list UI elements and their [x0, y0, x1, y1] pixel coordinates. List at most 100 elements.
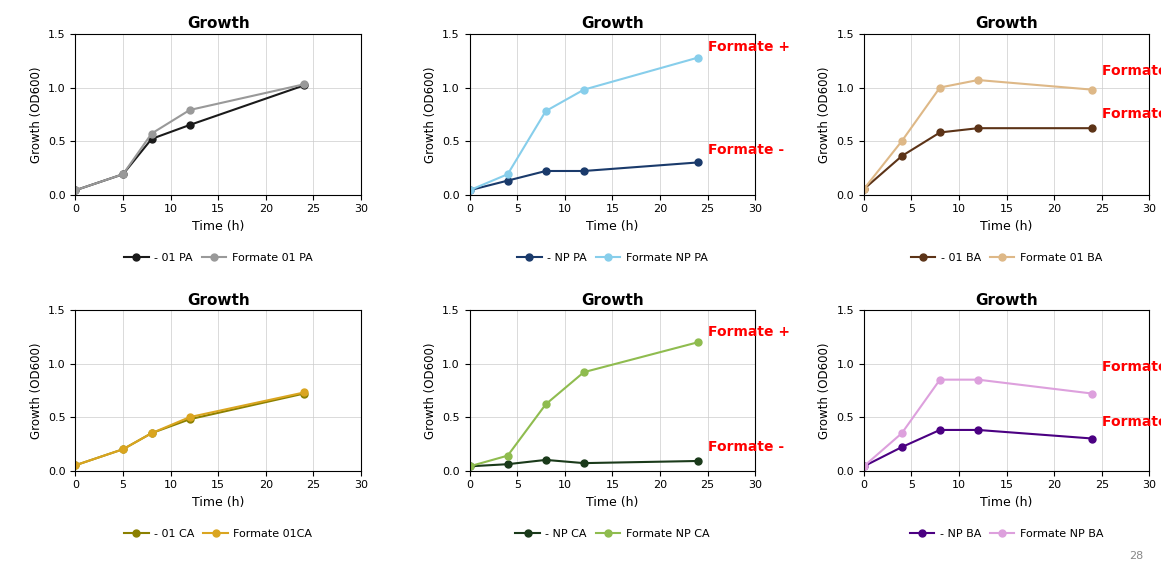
Y-axis label: Growth (OD600): Growth (OD600)	[817, 342, 831, 439]
- NP PA	[691, 159, 705, 166]
Legend: - 01 CA, Formate 01CA: - 01 CA, Formate 01CA	[120, 524, 317, 543]
Formate NP CA	[691, 339, 705, 346]
Line: Formate NP PA: Formate NP PA	[467, 54, 701, 194]
- 01 PA	[68, 187, 82, 194]
Text: Formate -: Formate -	[708, 440, 784, 454]
Formate NP CA	[539, 401, 553, 408]
Line: - 01 PA: - 01 PA	[72, 82, 308, 194]
- 01 PA	[145, 136, 159, 142]
Title: Growth: Growth	[975, 16, 1038, 31]
Text: Formate +: Formate +	[1102, 65, 1161, 78]
Formate NP BA	[1086, 390, 1099, 397]
- 01 PA	[116, 171, 130, 177]
Line: - NP PA: - NP PA	[467, 159, 701, 194]
Y-axis label: Growth (OD600): Growth (OD600)	[424, 66, 437, 163]
Formate NP PA	[500, 171, 514, 177]
- NP PA	[539, 168, 553, 175]
Text: Formate +: Formate +	[708, 40, 789, 54]
Line: - 01 CA: - 01 CA	[72, 390, 308, 469]
Y-axis label: Growth (OD600): Growth (OD600)	[424, 342, 437, 439]
Formate NP BA	[895, 430, 909, 437]
Formate 01 BA	[857, 186, 871, 193]
Formate NP BA	[933, 376, 947, 383]
Formate NP BA	[857, 463, 871, 469]
Formate NP CA	[500, 452, 514, 459]
Formate 01CA	[68, 462, 82, 469]
Formate 01CA	[297, 389, 311, 396]
- 01 BA	[857, 186, 871, 193]
- NP CA	[462, 463, 476, 469]
Formate 01CA	[145, 430, 159, 437]
Legend: - 01 PA, Formate 01 PA: - 01 PA, Formate 01 PA	[120, 248, 317, 267]
- NP BA	[895, 443, 909, 450]
- 01 BA	[895, 153, 909, 159]
- 01 BA	[1086, 125, 1099, 132]
Formate 01CA	[116, 446, 130, 452]
- 01 CA	[182, 416, 196, 422]
Formate 01 BA	[933, 84, 947, 91]
Title: Growth: Growth	[580, 293, 644, 307]
Line: Formate 01 PA: Formate 01 PA	[72, 81, 308, 194]
- NP CA	[500, 461, 514, 468]
Title: Growth: Growth	[187, 293, 250, 307]
Line: Formate 01CA: Formate 01CA	[72, 389, 308, 469]
Formate NP CA	[462, 463, 476, 469]
X-axis label: Time (h): Time (h)	[192, 220, 245, 233]
Formate NP PA	[462, 187, 476, 194]
Text: 28: 28	[1130, 551, 1144, 561]
- 01 PA	[182, 121, 196, 128]
Y-axis label: Growth (OD600): Growth (OD600)	[29, 342, 43, 439]
Title: Growth: Growth	[580, 16, 644, 31]
- NP CA	[691, 458, 705, 464]
Y-axis label: Growth (OD600): Growth (OD600)	[29, 66, 43, 163]
Legend: - NP BA, Formate NP BA: - NP BA, Formate NP BA	[906, 524, 1108, 543]
Formate 01 PA	[297, 81, 311, 88]
- NP PA	[577, 168, 591, 175]
Formate NP PA	[577, 86, 591, 93]
- 01 CA	[116, 446, 130, 452]
- 01 CA	[145, 430, 159, 437]
Line: Formate NP BA: Formate NP BA	[860, 376, 1096, 470]
- NP BA	[971, 426, 985, 433]
Formate 01 PA	[68, 187, 82, 194]
Line: Formate 01 BA: Formate 01 BA	[860, 77, 1096, 193]
X-axis label: Time (h): Time (h)	[586, 220, 639, 233]
- 01 BA	[971, 125, 985, 132]
- 01 CA	[297, 390, 311, 397]
Text: Formate +: Formate +	[1102, 360, 1161, 374]
Text: Formate -: Formate -	[708, 142, 784, 156]
- NP PA	[500, 177, 514, 184]
Formate 01 BA	[895, 138, 909, 145]
- NP CA	[539, 456, 553, 463]
Text: Formate -: Formate -	[1102, 107, 1161, 121]
- NP BA	[1086, 435, 1099, 442]
Formate 01CA	[182, 414, 196, 421]
Title: Growth: Growth	[187, 16, 250, 31]
X-axis label: Time (h): Time (h)	[980, 220, 1033, 233]
Formate 01 BA	[971, 77, 985, 83]
- NP CA	[577, 460, 591, 467]
Legend: - NP PA, Formate NP PA: - NP PA, Formate NP PA	[513, 248, 712, 267]
- 01 PA	[297, 82, 311, 89]
Formate NP BA	[971, 376, 985, 383]
Title: Growth: Growth	[975, 293, 1038, 307]
X-axis label: Time (h): Time (h)	[586, 496, 639, 509]
Y-axis label: Growth (OD600): Growth (OD600)	[817, 66, 831, 163]
- NP PA	[462, 187, 476, 194]
Legend: - 01 BA, Formate 01 BA: - 01 BA, Formate 01 BA	[907, 248, 1106, 267]
Formate 01 PA	[116, 171, 130, 177]
Formate 01 PA	[145, 130, 159, 137]
Formate NP PA	[691, 54, 705, 61]
- 01 BA	[933, 129, 947, 136]
Line: - 01 BA: - 01 BA	[860, 125, 1096, 193]
Text: Formate -: Formate -	[1102, 416, 1161, 429]
Formate 01 PA	[182, 107, 196, 113]
Legend: - NP CA, Formate NP CA: - NP CA, Formate NP CA	[511, 524, 714, 543]
Formate 01 BA	[1086, 86, 1099, 93]
Formate NP CA	[577, 369, 591, 375]
X-axis label: Time (h): Time (h)	[980, 496, 1033, 509]
Text: Formate +: Formate +	[708, 324, 789, 338]
Formate NP PA	[539, 108, 553, 115]
Line: - NP CA: - NP CA	[467, 456, 701, 470]
Line: Formate NP CA: Formate NP CA	[467, 338, 701, 470]
